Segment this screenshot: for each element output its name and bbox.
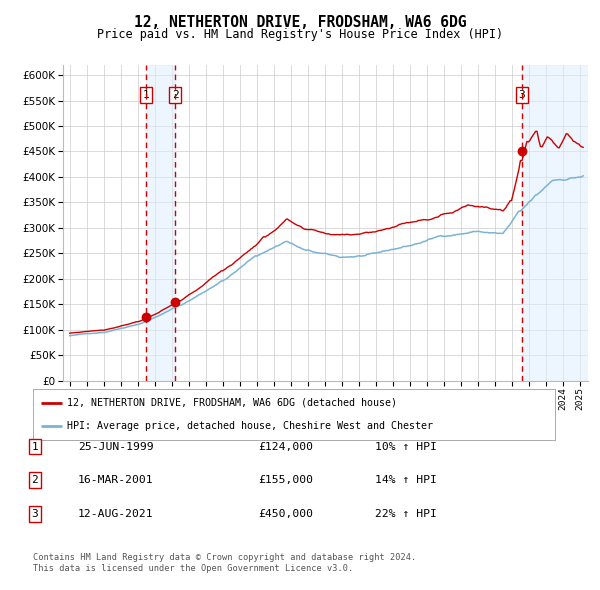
Point <box>141 313 151 322</box>
Text: 10% ↑ HPI: 10% ↑ HPI <box>375 442 437 451</box>
Text: £155,000: £155,000 <box>258 476 313 485</box>
Text: 3: 3 <box>31 509 38 519</box>
Text: 25-JUN-1999: 25-JUN-1999 <box>78 442 154 451</box>
Text: Contains HM Land Registry data © Crown copyright and database right 2024.: Contains HM Land Registry data © Crown c… <box>33 553 416 562</box>
Text: 3: 3 <box>518 90 525 100</box>
Text: HPI: Average price, detached house, Cheshire West and Chester: HPI: Average price, detached house, Ches… <box>67 421 433 431</box>
Text: 12, NETHERTON DRIVE, FRODSHAM, WA6 6DG (detached house): 12, NETHERTON DRIVE, FRODSHAM, WA6 6DG (… <box>67 398 397 408</box>
Text: £450,000: £450,000 <box>258 509 313 519</box>
Bar <box>522 65 588 381</box>
Text: 12, NETHERTON DRIVE, FRODSHAM, WA6 6DG: 12, NETHERTON DRIVE, FRODSHAM, WA6 6DG <box>134 15 466 30</box>
Point <box>170 297 180 306</box>
Text: 16-MAR-2001: 16-MAR-2001 <box>78 476 154 485</box>
Text: 1: 1 <box>143 90 149 100</box>
Text: Price paid vs. HM Land Registry's House Price Index (HPI): Price paid vs. HM Land Registry's House … <box>97 28 503 41</box>
Text: 2: 2 <box>172 90 179 100</box>
Text: 12-AUG-2021: 12-AUG-2021 <box>78 509 154 519</box>
Text: This data is licensed under the Open Government Licence v3.0.: This data is licensed under the Open Gov… <box>33 565 353 573</box>
Text: 2: 2 <box>31 476 38 485</box>
Text: £124,000: £124,000 <box>258 442 313 451</box>
Text: 1: 1 <box>31 442 38 451</box>
Bar <box>146 65 175 381</box>
Text: 22% ↑ HPI: 22% ↑ HPI <box>375 509 437 519</box>
Point <box>517 147 527 156</box>
Text: 14% ↑ HPI: 14% ↑ HPI <box>375 476 437 485</box>
